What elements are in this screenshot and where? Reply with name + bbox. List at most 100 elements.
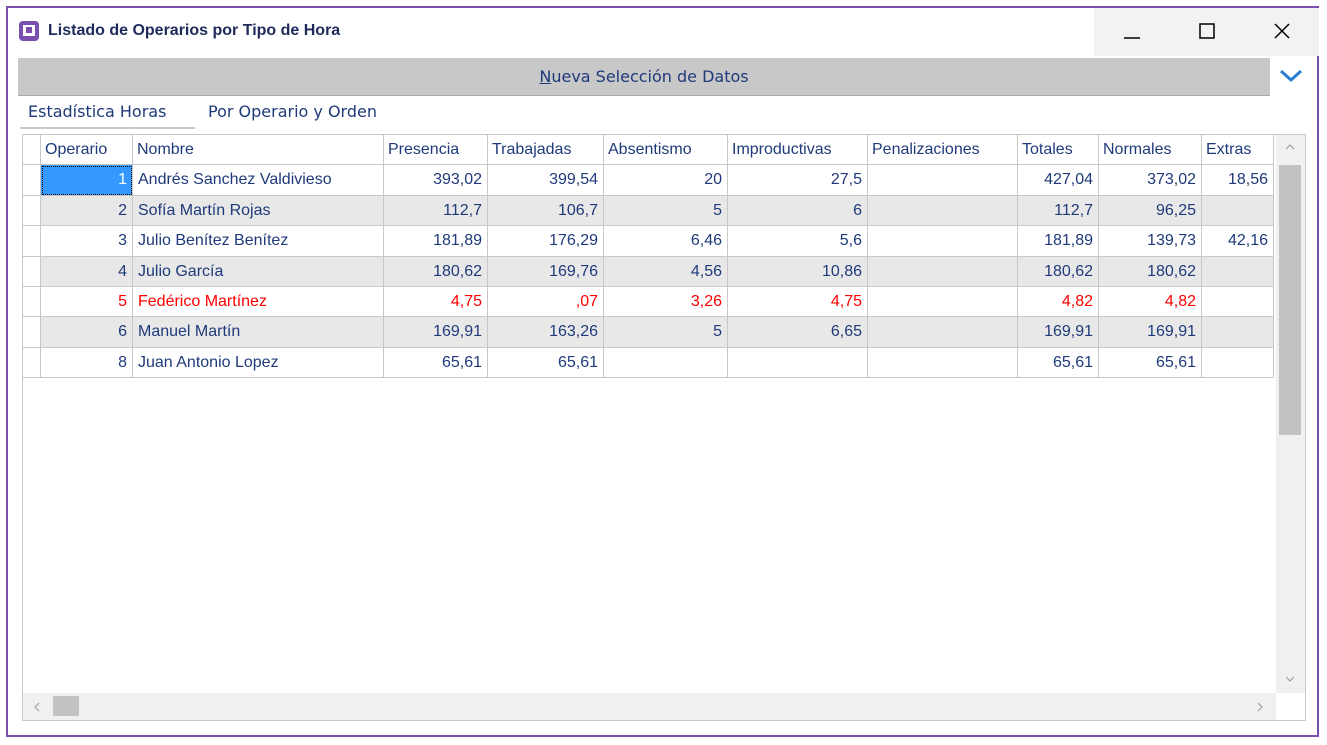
cell: 65,61 <box>384 347 488 379</box>
operator-id: 8 <box>41 347 133 379</box>
cell <box>868 165 1018 196</box>
column-header: Nombre <box>133 135 384 166</box>
cell <box>868 347 1018 379</box>
cell: 180,62 <box>384 256 488 287</box>
cell: Julio Benítez Benítez <box>133 226 384 257</box>
cell: 139,73 <box>1099 226 1202 257</box>
cell: Andrés Sanchez Valdivieso <box>133 165 384 196</box>
operator-id: 1 <box>41 165 133 196</box>
cell: 6 <box>728 195 868 227</box>
row-indicator <box>23 287 41 318</box>
h-scrollbar[interactable] <box>23 693 1276 720</box>
column-header: Normales <box>1099 135 1202 166</box>
scroll-left[interactable] <box>33 701 41 713</box>
cell: Sofía Martín Rojas <box>133 195 384 227</box>
cell: 4,56 <box>604 256 728 287</box>
tab[interactable]: Por Operario y Orden <box>208 102 377 121</box>
column-header: Operario <box>41 135 133 166</box>
cell: 10,86 <box>728 256 868 287</box>
cell <box>868 256 1018 287</box>
cell: 169,91 <box>384 317 488 348</box>
column-header: Penalizaciones <box>868 135 1018 166</box>
row-indicator-header <box>23 135 41 166</box>
operator-id: 5 <box>41 287 133 318</box>
operator-id: 4 <box>41 256 133 287</box>
v-scrollbar[interactable] <box>1276 135 1305 693</box>
cell: 112,7 <box>1018 195 1099 227</box>
cell: 112,7 <box>384 195 488 227</box>
cell <box>728 347 868 379</box>
cell: 18,56 <box>1202 165 1274 196</box>
cell: 4,75 <box>384 287 488 318</box>
cell: 20 <box>604 165 728 196</box>
data-grid: Operario Nombre Presencia Trabajadas Absenti… <box>22 134 1306 721</box>
cell <box>868 195 1018 227</box>
new-selection-button[interactable]: Nueva Selección de Datos <box>18 58 1270 96</box>
cell <box>1202 287 1274 318</box>
scroll-down[interactable] <box>1284 675 1296 683</box>
cell: 393,02 <box>384 165 488 196</box>
tab-underline <box>20 127 195 129</box>
cell: 180,62 <box>1018 256 1099 287</box>
column-header: Presencia <box>384 135 488 166</box>
operator-id: 2 <box>41 195 133 227</box>
cell <box>604 347 728 379</box>
cell: 4,75 <box>728 287 868 318</box>
cell: 6,46 <box>604 226 728 257</box>
row-indicator <box>23 226 41 257</box>
cell <box>868 226 1018 257</box>
cell: 27,5 <box>728 165 868 196</box>
row-indicator <box>23 195 41 227</box>
cell: ,07 <box>488 287 604 318</box>
cell: Manuel Martín <box>133 317 384 348</box>
scroll-right[interactable] <box>1256 701 1264 713</box>
cell: 427,04 <box>1018 165 1099 196</box>
cell <box>868 287 1018 318</box>
cell: 3,26 <box>604 287 728 318</box>
cell: 42,16 <box>1202 226 1274 257</box>
cell <box>1202 347 1274 379</box>
cell <box>1202 256 1274 287</box>
cell: 65,61 <box>488 347 604 379</box>
scroll-up[interactable] <box>1284 143 1296 151</box>
cell: Juan Antonio Lopez <box>133 347 384 379</box>
cell: 65,61 <box>1018 347 1099 379</box>
cell: 176,29 <box>488 226 604 257</box>
window-title: Listado de Operarios por Tipo de Hora <box>48 22 341 39</box>
window-controls <box>1094 8 1319 56</box>
cell <box>1202 195 1274 227</box>
window: Listado de Operarios por Tipo de Hora Nu… <box>6 6 1319 737</box>
cell: 180,62 <box>1099 256 1202 287</box>
cell: 399,54 <box>488 165 604 196</box>
cell: 169,76 <box>488 256 604 287</box>
cell: 4,82 <box>1018 287 1099 318</box>
cell: 5 <box>604 195 728 227</box>
v-scroll-thumb[interactable] <box>1279 165 1301 435</box>
column-header: Totales <box>1018 135 1099 166</box>
cell: 96,25 <box>1099 195 1202 227</box>
cell: 169,91 <box>1018 317 1099 348</box>
row-indicator <box>23 165 41 196</box>
cell: 4,82 <box>1099 287 1202 318</box>
row-indicator <box>23 256 41 287</box>
column-header: Absentismo <box>604 135 728 166</box>
column-header: Trabajadas <box>488 135 604 166</box>
expand-chevron[interactable] <box>1278 66 1304 86</box>
cell <box>868 317 1018 348</box>
row-indicator <box>23 317 41 348</box>
h-scroll-thumb[interactable] <box>53 696 79 716</box>
cell: Julio García <box>133 256 384 287</box>
cell: 181,89 <box>384 226 488 257</box>
cell: 373,02 <box>1099 165 1202 196</box>
column-header: Improductivas <box>728 135 868 166</box>
cell: 163,26 <box>488 317 604 348</box>
column-header: Extras <box>1202 135 1274 166</box>
cell: 181,89 <box>1018 226 1099 257</box>
row-indicator <box>23 347 41 379</box>
operator-id: 6 <box>41 317 133 348</box>
control-icons[interactable] <box>1094 8 1319 56</box>
cell: 5 <box>604 317 728 348</box>
tab-active[interactable]: Estadística Horas <box>28 102 167 121</box>
cell <box>1202 317 1274 348</box>
cell: 65,61 <box>1099 347 1202 379</box>
